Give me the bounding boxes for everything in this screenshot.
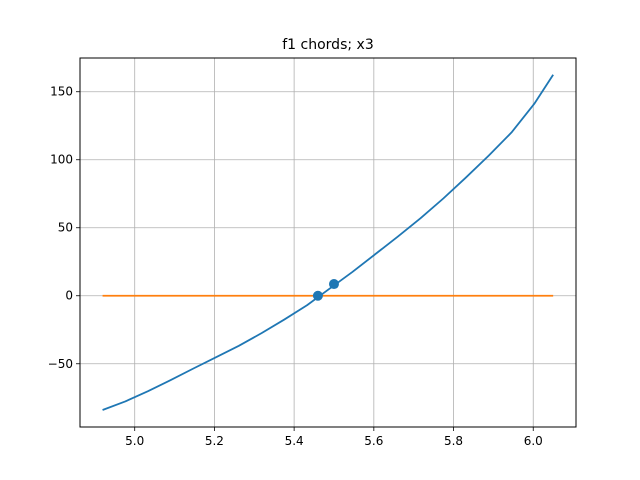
- root-point-marker: [312, 290, 323, 301]
- chart-title: f1 chords; x3: [282, 37, 373, 53]
- x-tick-label: 6.0: [524, 434, 543, 448]
- function-curve: [102, 74, 554, 411]
- tick-layer: 5.0 5.2 5.4 5.6 5.8 6.0 −50 0 50 100 150: [48, 85, 543, 448]
- x-tick-label: 5.2: [205, 434, 224, 448]
- y-tick-label: 0: [65, 289, 73, 303]
- plot-frame: [79, 57, 577, 428]
- series-layer: [102, 74, 554, 411]
- y-tick-label: 150: [50, 85, 73, 99]
- root-point-marker: [328, 279, 339, 290]
- y-tick-label: 100: [50, 153, 73, 167]
- grid-layer: [80, 58, 576, 427]
- x-tick-label: 5.4: [285, 434, 304, 448]
- x-tick-label: 5.6: [364, 434, 383, 448]
- y-tick-label: 50: [58, 221, 73, 235]
- x-tick-label: 5.8: [444, 434, 463, 448]
- y-tick-label: −50: [48, 357, 73, 371]
- x-tick-label: 5.0: [125, 434, 144, 448]
